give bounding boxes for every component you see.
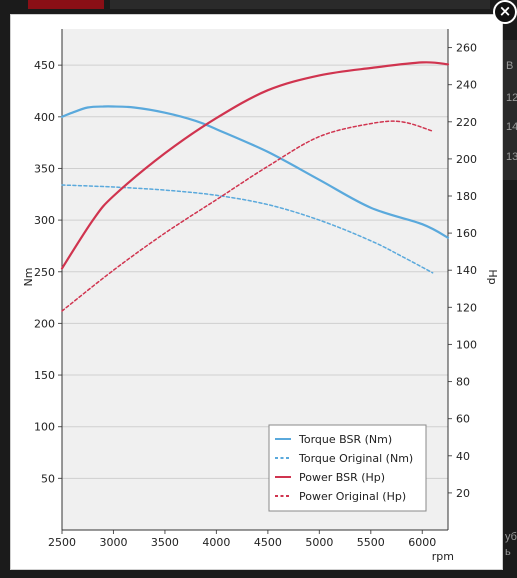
- y-right-tick-label: 140: [456, 264, 477, 277]
- y-left-tick-label: 100: [34, 421, 55, 434]
- y-left-tick-label: 250: [34, 266, 55, 279]
- background-side-text-1: B: [506, 60, 514, 72]
- y-right-tick-label: 60: [456, 413, 470, 426]
- y-left-tick-label: 200: [34, 317, 55, 330]
- x-tick-label: 5000: [305, 536, 333, 549]
- dyno-chart: 50 100 150 200 250 300 350 400 450 20 40 60 80 100 120…: [22, 29, 499, 563]
- y-right-tick-label: 20: [456, 487, 470, 500]
- legend-label-3: Power BSR (Hp): [299, 471, 385, 484]
- series-line-2: [61, 184, 434, 274]
- close-button[interactable]: ×: [493, 0, 517, 24]
- legend-label-4: Power Original (Hp): [299, 490, 406, 503]
- background-bottom-text-1: уб: [505, 531, 517, 543]
- y-right-tick-label: 240: [456, 79, 477, 92]
- y-left-tick-label: 300: [34, 214, 55, 227]
- series-line-1: [60, 105, 450, 239]
- y-right-tick-label: 40: [456, 450, 470, 463]
- x-tick-label: 4500: [254, 536, 282, 549]
- y-right-axis-title: Hp: [486, 269, 499, 284]
- y-left-tick-label: 450: [34, 59, 55, 72]
- y-left-axis-title: Nm: [22, 268, 35, 287]
- y-left-tick-label: 400: [34, 111, 55, 124]
- y-right-tick-label: 220: [456, 116, 477, 129]
- legend-label-1: Torque BSR (Nm): [298, 433, 392, 446]
- x-tick-label: 3500: [151, 536, 179, 549]
- y-left-tick-label: 350: [34, 162, 55, 175]
- y-right-tick-label: 260: [456, 42, 477, 55]
- x-tick-label: 6000: [408, 536, 436, 549]
- x-axis-title: rpm: [432, 550, 454, 563]
- background-top-strip: [110, 0, 490, 9]
- y-left-tick-label: 50: [41, 472, 55, 485]
- background-side-panel: [503, 40, 517, 180]
- x-tick-label: 4000: [202, 536, 230, 549]
- background-side-text-3: 14: [506, 121, 517, 133]
- y-right-tick-label: 100: [456, 338, 477, 351]
- y-right-tick-label: 160: [456, 227, 477, 240]
- legend-label-2: Torque Original (Nm): [298, 452, 413, 465]
- chart-modal: 50 100 150 200 250 300 350 400 450 20 40 60 80 100 120…: [10, 14, 503, 570]
- y-right-tick-label: 80: [456, 376, 470, 389]
- x-tick-label: 5500: [357, 536, 385, 549]
- background-side-text-4: 13: [506, 151, 517, 163]
- background-bottom-text-2: ь: [505, 546, 511, 558]
- legend-box: [268, 424, 427, 512]
- background-red-bar: [28, 0, 104, 9]
- series-line-3: [60, 61, 450, 270]
- y-right-tick-label: 200: [456, 153, 477, 166]
- y-right-tick-label: 180: [456, 190, 477, 203]
- series-line-4: [61, 120, 434, 312]
- y-right-tick-label: 120: [456, 301, 477, 314]
- background-side-text-2: 12: [506, 92, 517, 104]
- y-left-tick-label: 150: [34, 369, 55, 382]
- x-tick-label: 3000: [99, 536, 127, 549]
- x-tick-label: 2500: [48, 536, 76, 549]
